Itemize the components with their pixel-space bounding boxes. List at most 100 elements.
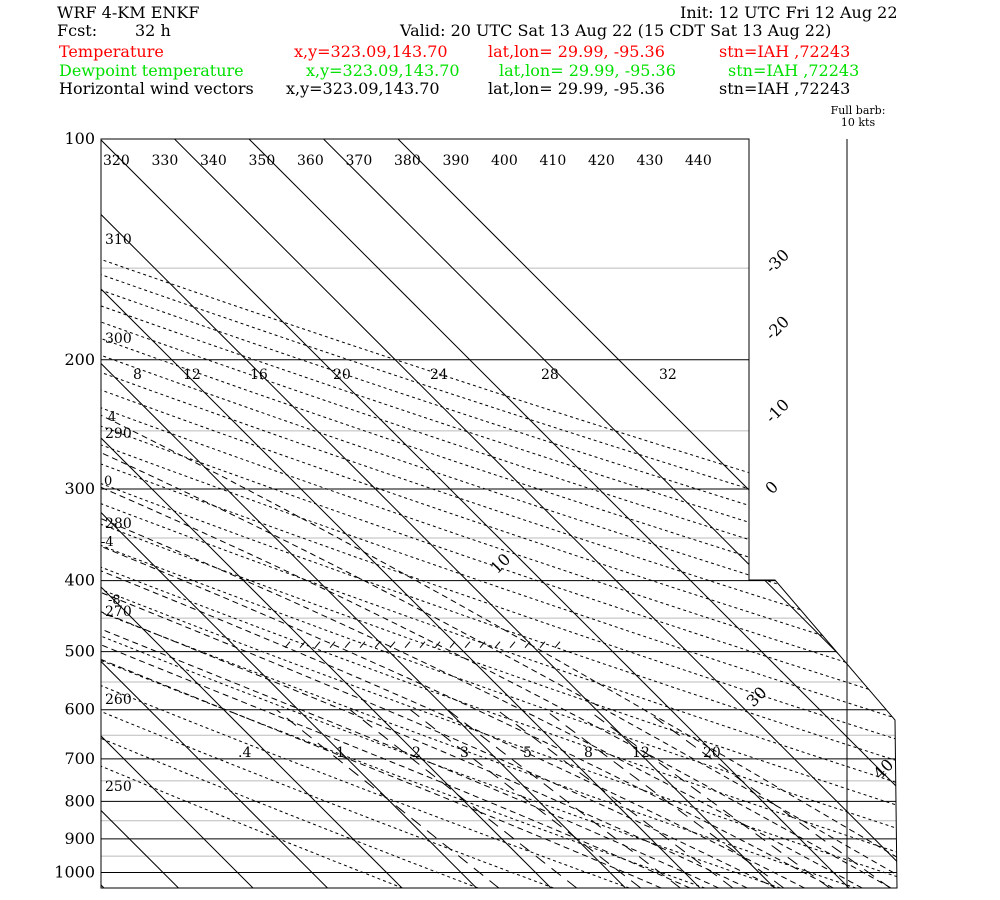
dry-adiabat-label-430: 430	[637, 153, 664, 169]
dry-adiabat-360	[101, 139, 897, 888]
temperature-legend-latlon: lat,lon= 29.99, -95.36	[488, 42, 665, 61]
isotherm-label-30: 30	[743, 683, 771, 711]
dewpoint-legend-latlon: lat,lon= 29.99, -95.36	[499, 61, 676, 80]
pressure-label-800: 800	[64, 791, 95, 810]
wind-legend-latlon: lat,lon= 29.99, -95.36	[488, 79, 665, 98]
moist-adiabat-label-20: 20	[333, 367, 351, 383]
forecast-label: Fcst:	[57, 21, 98, 40]
moist-adiabat-label-32: 32	[659, 367, 677, 383]
moist-adiabat-20	[101, 139, 863, 888]
isotherm--80	[101, 139, 105, 888]
dry-adiabat-250	[101, 139, 554, 888]
dry-adiabat-label-420: 420	[588, 153, 615, 169]
pressure-label-1000: 1000	[54, 862, 95, 881]
isotherm-20	[101, 139, 850, 888]
isotherm-label-10: 10	[486, 550, 514, 578]
dry-adiabat-label-410: 410	[540, 153, 567, 169]
moist-adiabat-0	[101, 139, 719, 888]
mixing-ratio-3	[447, 709, 681, 888]
tick-mark	[554, 641, 561, 648]
wind-legend-name: Horizontal wind vectors	[59, 79, 254, 98]
tick-mark	[434, 641, 441, 648]
dry-adiabat-side-label-300: 300	[105, 331, 132, 347]
dry-adiabat-label-400: 400	[491, 153, 518, 169]
moist-adiabat-24	[101, 139, 892, 888]
moist-adiabat--4	[101, 139, 691, 888]
pressure-label-300: 300	[64, 479, 95, 498]
dry-adiabat-230	[101, 139, 403, 888]
tick-mark	[389, 641, 396, 648]
dry-adiabat-label-350: 350	[249, 153, 276, 169]
mixing-ratio-label-5: 5	[523, 745, 532, 761]
moist-adiabat-28	[101, 139, 897, 888]
pressure-label-100: 100	[64, 129, 95, 148]
tick-mark	[464, 641, 471, 648]
dry-adiabat-300	[101, 139, 897, 888]
pressure-label-700: 700	[64, 749, 95, 768]
pressure-label-600: 600	[64, 700, 95, 719]
isotherm--50	[101, 139, 328, 888]
mixing-ratio-label-8: 8	[584, 745, 593, 761]
mixing-ratio-label-2: 2	[412, 745, 421, 761]
dry-adiabat-270	[101, 139, 705, 888]
tick-mark	[404, 641, 411, 648]
dry-adiabat-240	[101, 139, 479, 888]
tick-mark	[299, 641, 306, 648]
tick-mark	[509, 641, 516, 648]
isotherm--30	[101, 139, 477, 888]
dry-adiabat-label-320: 320	[103, 153, 130, 169]
dry-adiabat-290	[101, 139, 856, 888]
moist-adiabat-side-label--8: -8	[108, 593, 121, 608]
tick-mark	[449, 641, 456, 648]
temperature-legend-xy: x,y=323.09,143.70	[294, 42, 448, 61]
dry-adiabat-350	[101, 139, 897, 888]
mixing-ratio-1	[349, 709, 578, 888]
isotherm-40	[248, 139, 897, 888]
isotherm-label--30: -30	[761, 245, 793, 277]
mixing-ratio-5	[496, 709, 734, 888]
moist-adiabat-label-28: 28	[541, 367, 559, 383]
mixing-ratio-2	[409, 709, 642, 888]
mixing-ratio-20	[644, 709, 891, 888]
plot-frame	[100, 138, 898, 889]
dry-adiabat-370	[101, 139, 897, 888]
isotherm-10	[101, 139, 775, 888]
model-name: WRF 4-KM ENKF	[57, 3, 200, 22]
dewpoint-legend-xy: x,y=323.09,143.70	[306, 61, 460, 80]
tick-mark	[539, 641, 546, 648]
dry-adiabat-side-label-270: 270	[105, 604, 132, 620]
isotherm-60	[397, 139, 897, 888]
dry-adiabat-side-label-280: 280	[105, 516, 132, 532]
dry-adiabat-side-label-260: 260	[105, 692, 132, 708]
mixing-ratio-label-1: 1	[336, 745, 345, 761]
valid-time: Valid: 20 UTC Sat 13 Aug 22 (15 CDT Sat …	[400, 21, 832, 40]
barb-legend-value: 10 kts	[841, 116, 876, 129]
tick-mark	[479, 641, 486, 648]
isotherm--20	[101, 139, 552, 888]
dry-adiabat-label-370: 370	[346, 153, 373, 169]
isotherm-30	[174, 139, 897, 888]
dewpoint-legend-name: Dewpoint temperature	[59, 61, 244, 80]
dry-adiabat-side-label-290: 290	[105, 426, 132, 442]
pressure-label-200: 200	[64, 350, 95, 369]
mixing-ratio-label-20: 20	[703, 745, 721, 761]
tick-mark	[284, 641, 291, 648]
tick-mark	[419, 641, 426, 648]
isotherm--60	[101, 139, 254, 888]
tick-mark	[314, 641, 321, 648]
tick-mark	[524, 641, 531, 648]
moist-adiabat--8	[101, 139, 662, 888]
forecast-hour: 32 h	[135, 21, 171, 40]
dry-adiabat-280	[101, 139, 781, 888]
mixing-ratio-label-12: 12	[632, 745, 650, 761]
dry-adiabat-label-380: 380	[394, 153, 421, 169]
moist-adiabat-label-16: 16	[250, 367, 268, 383]
pressure-label-500: 500	[64, 642, 95, 661]
tick-mark	[374, 641, 381, 648]
moist-adiabat-label-8: 8	[133, 367, 142, 383]
dry-adiabat-label-330: 330	[152, 153, 179, 169]
isotherm-label--20: -20	[761, 312, 793, 344]
moist-adiabat-16	[101, 139, 834, 888]
dry-adiabat-side-label-310: 310	[105, 232, 132, 248]
